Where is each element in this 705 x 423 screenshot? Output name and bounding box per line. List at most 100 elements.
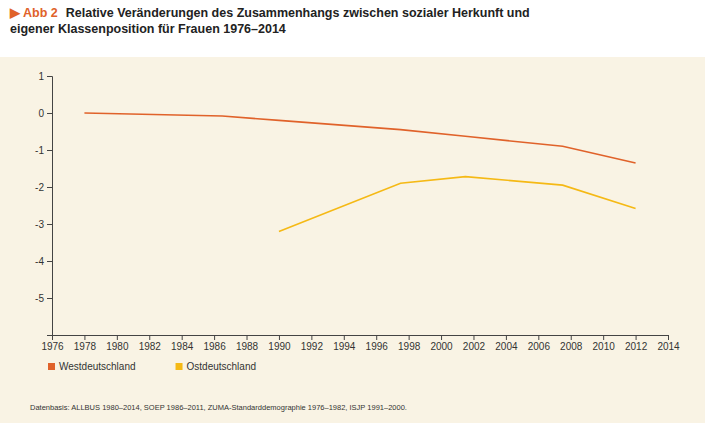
x-tick-mark: [247, 335, 248, 340]
x-tick-mark: [571, 335, 572, 340]
y-tick: 1: [38, 71, 52, 82]
x-tick: 2012: [625, 335, 648, 352]
legend-label: Ostdeutschland: [187, 361, 257, 372]
x-tick: 2014: [657, 335, 680, 352]
x-tick-label: 1986: [203, 341, 226, 352]
x-tick-mark: [473, 335, 474, 340]
x-tick: 1986: [203, 335, 226, 352]
title: ▶ Abb 2 Relative Veränderungen des Zusamm…: [9, 6, 530, 20]
y-axis-line: [47, 77, 53, 336]
y-tick-label: -5: [35, 293, 44, 304]
x-tick-mark: [538, 335, 539, 340]
x-tick: 1978: [74, 335, 97, 352]
x-tick-label: 2006: [528, 341, 551, 352]
y-tick-label: -4: [35, 256, 44, 267]
y-tick-label: -1: [35, 145, 44, 156]
x-tick-mark: [117, 335, 118, 340]
y-tick-mark: [47, 224, 52, 225]
x-tick-label: 2002: [463, 341, 486, 352]
x-tick-label: 1984: [171, 341, 194, 352]
x-tick-label: 1992: [301, 341, 324, 352]
y-tick: -5: [35, 293, 52, 304]
x-tick-mark: [636, 335, 637, 340]
x-tick-label: 1998: [398, 341, 421, 352]
x-tick-label: 2010: [593, 341, 616, 352]
x-tick: 2006: [528, 335, 551, 352]
series-line: [84, 113, 635, 163]
y-tick: -3: [35, 219, 52, 230]
y-tick-label: -2: [35, 182, 44, 193]
x-tick-mark: [149, 335, 150, 340]
x-tick-mark: [279, 335, 280, 340]
legend-item: Westdeutschland: [48, 361, 136, 372]
x-tick-label: 2014: [657, 341, 680, 352]
x-tick: 1996: [366, 335, 389, 352]
y-tick: -1: [35, 145, 52, 156]
y-tick-label: 0: [38, 108, 44, 119]
x-tick-label: 1996: [366, 341, 389, 352]
x-tick-label: 1982: [139, 341, 162, 352]
legend-item: Ostdeutschland: [176, 361, 257, 372]
x-tick: 2000: [430, 335, 453, 352]
x-axis-line: [53, 336, 669, 341]
y-tick-mark: [47, 76, 52, 77]
x-tick-mark: [84, 335, 85, 340]
x-tick: 1992: [301, 335, 324, 352]
legend-swatch: [48, 363, 55, 370]
x-tick-label: 1990: [268, 341, 291, 352]
y-tick-mark: [47, 113, 52, 114]
x-tick-label: 2004: [495, 341, 518, 352]
chart: ▶ Abb 2 Relative Veränderungen des Zusamm…: [0, 0, 705, 423]
x-tick: 1990: [268, 335, 291, 352]
x-tick-mark: [376, 335, 377, 340]
title-line: eigener Klassenposition für Frauen 1976–…: [10, 22, 286, 36]
x-tick: 2004: [495, 335, 518, 352]
x-tick-label: 2012: [625, 341, 648, 352]
y-tick-mark: [47, 150, 52, 151]
title-line: Relative Veränderungen des Zusammenhangs…: [66, 6, 530, 20]
x-tick-label: 1994: [333, 341, 356, 352]
x-tick-mark: [603, 335, 604, 340]
x-tick-mark: [182, 335, 183, 340]
x-tick-mark: [214, 335, 215, 340]
x-tick-label: 1976: [41, 341, 64, 352]
x-tick-mark: [668, 335, 669, 340]
y-tick-mark: [47, 187, 52, 188]
x-tick: 1982: [139, 335, 162, 352]
legend-label: Westdeutschland: [59, 361, 136, 372]
x-tick-label: 1988: [236, 341, 259, 352]
y-tick: -2: [35, 182, 52, 193]
x-tick-label: 2008: [560, 341, 583, 352]
x-tick: 1998: [398, 335, 421, 352]
x-tick: 1994: [333, 335, 356, 352]
y-tick: 0: [38, 108, 52, 119]
plot-area: [84, 113, 635, 231]
y-tick-mark: [47, 298, 52, 299]
x-tick: 2002: [463, 335, 486, 352]
x-tick: 2010: [593, 335, 616, 352]
x-tick-label: 1978: [74, 341, 97, 352]
x-tick-mark: [506, 335, 507, 340]
x-tick-mark: [441, 335, 442, 340]
x-tick: 1988: [236, 335, 259, 352]
y-axis: 1 0 -1 -2 -3 -4 -5: [35, 71, 52, 336]
x-tick-label: 1980: [106, 341, 129, 352]
x-tick-label: 2000: [430, 341, 453, 352]
x-tick-mark: [344, 335, 345, 340]
y-tick-label: -3: [35, 219, 44, 230]
series-line: [279, 177, 636, 232]
x-tick: 1976: [41, 335, 64, 352]
y-tick-label: 1: [38, 71, 44, 82]
source-note: Datenbasis: ALLBUS 1980–2014, SOEP 1986–…: [30, 403, 407, 412]
x-tick: 1980: [106, 335, 129, 352]
x-tick-mark: [409, 335, 410, 340]
x-tick-mark: [311, 335, 312, 340]
y-tick: -4: [35, 256, 52, 267]
y-tick-mark: [47, 261, 52, 262]
legend-swatch: [176, 363, 183, 370]
x-tick: 2008: [560, 335, 583, 352]
background-panel: [0, 57, 705, 423]
figure-label: ▶ Abb 2: [9, 6, 58, 20]
x-tick: 1984: [171, 335, 194, 352]
x-axis: 1976 1978 1980 1982 1984 1986 1988 1990 1992 1994…: [41, 335, 680, 352]
